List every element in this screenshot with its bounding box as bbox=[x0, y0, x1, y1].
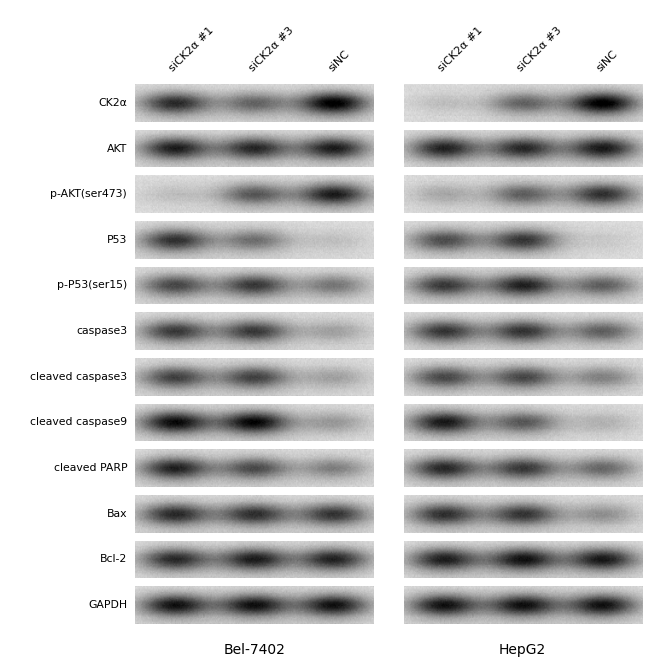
Text: siCK2α #3: siCK2α #3 bbox=[515, 25, 564, 73]
Text: CK2α: CK2α bbox=[98, 98, 127, 108]
Text: Bcl-2: Bcl-2 bbox=[100, 554, 127, 564]
Text: siNC: siNC bbox=[327, 49, 352, 73]
Text: HepG2: HepG2 bbox=[499, 643, 547, 657]
Text: Bax: Bax bbox=[107, 509, 127, 519]
Text: siCK2α #3: siCK2α #3 bbox=[247, 25, 296, 73]
Text: p-AKT(ser473): p-AKT(ser473) bbox=[51, 189, 127, 199]
Text: siNC: siNC bbox=[595, 49, 620, 73]
Text: siCK2α #1: siCK2α #1 bbox=[436, 25, 484, 73]
Text: GAPDH: GAPDH bbox=[88, 600, 127, 610]
Text: cleaved caspase9: cleaved caspase9 bbox=[30, 418, 127, 428]
Text: Bel-7402: Bel-7402 bbox=[224, 643, 285, 657]
Text: siCK2α #1: siCK2α #1 bbox=[168, 25, 216, 73]
Text: P53: P53 bbox=[107, 235, 127, 245]
Text: AKT: AKT bbox=[107, 144, 127, 154]
Text: caspase3: caspase3 bbox=[76, 326, 127, 336]
Text: cleaved PARP: cleaved PARP bbox=[53, 463, 127, 473]
Text: cleaved caspase3: cleaved caspase3 bbox=[30, 372, 127, 382]
Text: p-P53(ser15): p-P53(ser15) bbox=[57, 281, 127, 291]
